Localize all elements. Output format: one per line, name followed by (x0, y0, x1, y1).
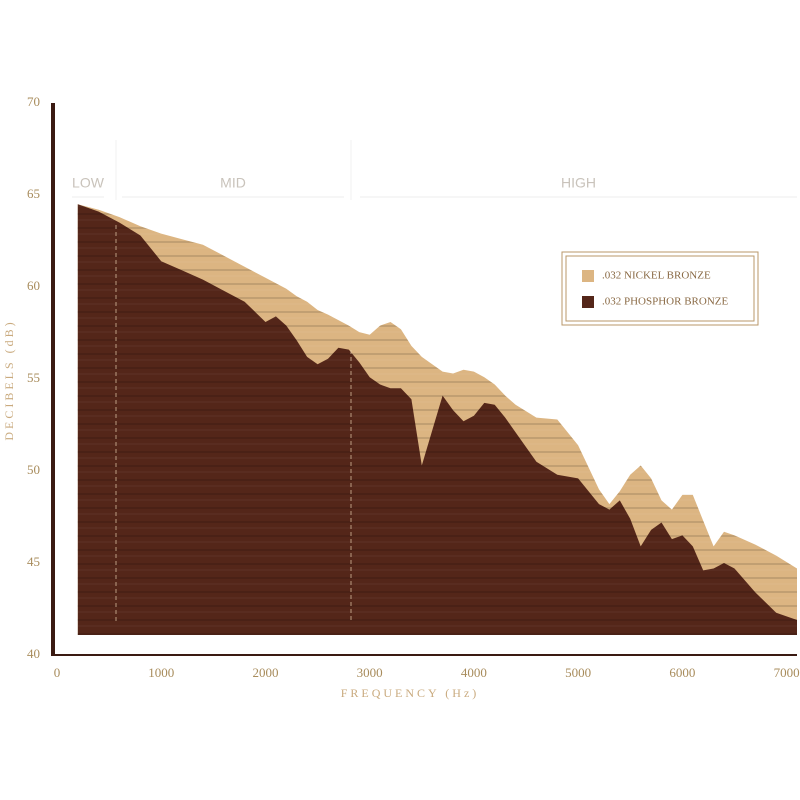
y-tick-label: 65 (27, 186, 40, 201)
y-tick-label: 60 (27, 278, 40, 293)
x-axis-title: FREQUENCY (Hz) (341, 686, 480, 700)
y-axis (51, 103, 55, 655)
x-tick-label: 7000 (774, 665, 800, 680)
y-tick-label: 45 (27, 554, 40, 569)
y-tick-label: 50 (27, 462, 40, 477)
y-axis-title: DECIBELS (dB) (2, 319, 16, 440)
band-label: MID (220, 175, 246, 191)
legend-frame (561, 251, 759, 326)
legend-label: .032 NICKEL BRONZE (602, 270, 711, 282)
x-tick-label: 6000 (669, 665, 695, 680)
legend-swatch (582, 270, 594, 282)
legend-label: .032 PHOSPHOR BRONZE (602, 296, 728, 308)
x-tick-label: 1000 (148, 665, 174, 680)
x-tick-label: 5000 (565, 665, 591, 680)
band-label: LOW (72, 175, 105, 191)
y-tick-label: 70 (27, 94, 40, 109)
legend-frame-inner (565, 255, 755, 322)
y-tick-label: 55 (27, 370, 40, 385)
y-tick-label: 40 (27, 646, 40, 661)
wood-grain (77, 204, 798, 635)
x-tick-label: 3000 (357, 665, 383, 680)
band-label: HIGH (561, 175, 596, 191)
x-tick-label: 2000 (252, 665, 278, 680)
x-tick-label: 4000 (461, 665, 487, 680)
legend-swatch (582, 296, 594, 308)
x-tick-label: 0 (54, 665, 61, 680)
